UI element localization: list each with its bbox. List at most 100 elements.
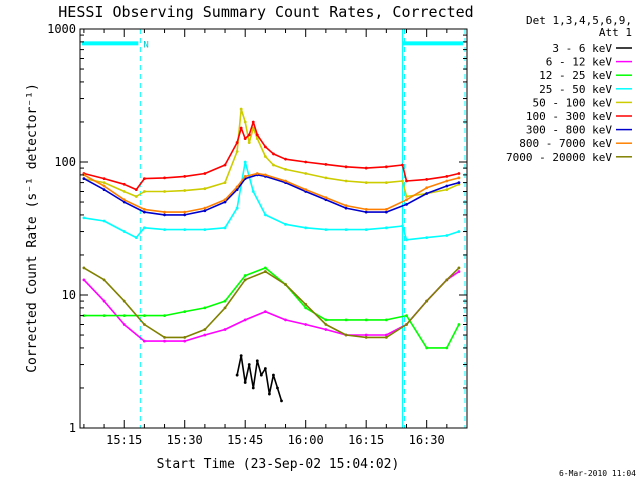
series-4-point-4 (142, 190, 146, 193)
x-tick-label-5: 16:30 (409, 433, 445, 447)
series-7-point-2 (122, 198, 126, 202)
series-7-point-5 (183, 210, 187, 214)
series-7-point-19 (425, 186, 429, 190)
series-1-point-2 (122, 323, 126, 326)
series-5-point-17 (284, 157, 287, 161)
series-5-point-14 (255, 133, 259, 137)
series-3-point-21 (425, 236, 429, 240)
series-4-point-12 (247, 141, 251, 144)
series-3-point-9 (235, 206, 239, 210)
series-5-point-23 (401, 163, 404, 167)
series-4-point-14 (255, 137, 259, 140)
plot-frame (79, 28, 468, 429)
x-axis-label: Start Time (23-Sep-02 15:04:02) (157, 457, 400, 472)
legend-label-6: 300 - 800 keV (526, 124, 612, 137)
series-line-3 (83, 161, 460, 241)
series-8-point-5 (183, 335, 187, 339)
series-8-point-14 (364, 335, 368, 339)
series-8-point-2 (122, 299, 126, 303)
series-3-point-13 (284, 222, 287, 226)
x-tick-label-3: 16:00 (288, 433, 324, 447)
flag-bar-0 (81, 41, 139, 46)
series-7-point-15 (344, 204, 348, 208)
series-6-point-7 (223, 200, 227, 204)
series-3-point-3 (134, 236, 138, 240)
series-6-point-21 (457, 181, 461, 185)
series-line-8 (83, 267, 460, 339)
footer-timestamp: 6-Mar-2010 11:04 (559, 469, 636, 478)
series-7-point-4 (163, 210, 166, 214)
series-8-point-6 (203, 328, 207, 331)
series-2-point-14 (364, 318, 368, 322)
series-0-point-9 (272, 373, 275, 377)
y-tick-label-0: 1 (69, 421, 76, 435)
series-7-point-13 (304, 188, 308, 192)
series-2-point-9 (263, 266, 267, 270)
x-tick-label-4: 16:15 (348, 433, 384, 447)
series-line-6 (83, 174, 460, 216)
series-1-point-5 (183, 339, 187, 343)
series-0-point-3 (247, 363, 251, 366)
series-7-point-9 (243, 174, 247, 178)
series-1-point-7 (223, 328, 227, 331)
markers-layer: N (79, 29, 466, 428)
series-5-point-26 (445, 174, 449, 178)
series-3-point-2 (122, 230, 126, 233)
y-tick-label-2: 100 (54, 155, 76, 169)
series-5-point-22 (384, 165, 388, 169)
series-6 (82, 173, 461, 217)
series-2-point-15 (384, 318, 388, 322)
series-5-point-8 (223, 163, 227, 167)
series-5-point-5 (163, 176, 166, 180)
series-8-point-19 (457, 266, 461, 270)
series-3-point-6 (183, 228, 187, 232)
series-4-point-21 (364, 181, 368, 185)
series-6-point-14 (324, 198, 328, 202)
series-3-point-20 (405, 238, 408, 242)
series-6-point-8 (235, 188, 239, 192)
series-2-point-4 (163, 314, 166, 318)
series-3-point-10 (243, 160, 247, 164)
legend-label-2: 12 - 25 keV (539, 69, 612, 82)
series-1-point-3 (142, 339, 146, 343)
series-7-point-8 (235, 185, 239, 189)
series-6-point-4 (163, 213, 166, 217)
series-7-point-17 (384, 208, 388, 211)
series-0 (235, 354, 283, 403)
series-6-point-6 (203, 209, 207, 213)
series-8-point-13 (344, 333, 348, 337)
legend-title-line-0: Det 1,3,4,5,6,9, (526, 14, 632, 27)
series-2-point-5 (183, 310, 187, 314)
series-5-point-18 (304, 160, 308, 164)
series-6-point-1 (102, 188, 106, 192)
series-5-point-21 (364, 166, 368, 170)
series-7-point-1 (102, 184, 106, 188)
series-6-point-18 (405, 202, 408, 206)
series-3-point-11 (251, 190, 255, 193)
series-4-point-20 (344, 179, 348, 183)
series-5 (82, 120, 461, 192)
series-2-point-6 (203, 306, 207, 310)
series-4-point-15 (263, 155, 267, 158)
legend-label-7: 800 - 7000 keV (519, 137, 612, 150)
series-6-point-5 (183, 213, 187, 217)
series-1-point-12 (324, 328, 328, 331)
series-3-point-4 (142, 226, 146, 230)
series-6-point-19 (425, 192, 429, 195)
series-1-point-9 (263, 310, 267, 314)
ticks-layer: 1 10 100 1000 15:15 15:30 15:45 16:00 16:15 16:30 (47, 22, 468, 447)
series-7-point-11 (263, 173, 267, 177)
legend-label-8: 7000 - 20000 keV (506, 151, 612, 164)
flag-bar-label-0: N (143, 40, 148, 50)
series-1-point-0 (82, 278, 86, 282)
series-5-point-7 (203, 172, 207, 175)
series-3-point-15 (324, 228, 328, 232)
series-4-point-1 (102, 181, 106, 185)
series-5-point-16 (272, 152, 275, 156)
series-6-point-15 (344, 206, 348, 210)
series-8-point-7 (223, 306, 227, 310)
series-4-point-9 (235, 150, 239, 153)
series-3-point-19 (401, 224, 404, 228)
series-5-point-10 (239, 126, 243, 130)
